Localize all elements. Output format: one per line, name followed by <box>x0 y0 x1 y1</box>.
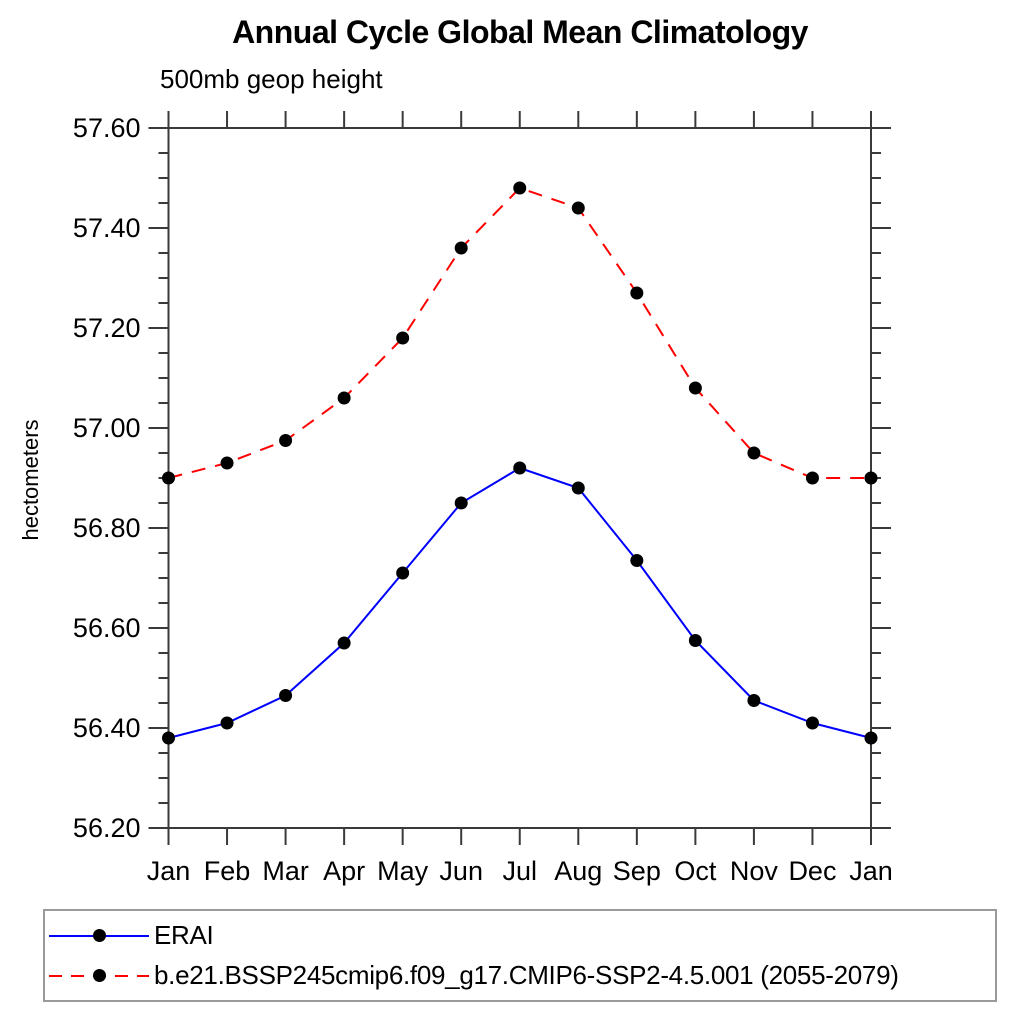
x-tick-label: Jan <box>147 856 191 886</box>
plot-frame <box>167 127 872 829</box>
data-point-marker <box>630 554 644 567</box>
data-point-marker <box>747 446 761 460</box>
data-point-marker <box>805 716 819 730</box>
data-point-marker <box>747 694 761 707</box>
x-tick-label: Jan <box>849 856 893 886</box>
x-tick-label: Feb <box>204 856 251 886</box>
data-point-marker <box>864 471 878 485</box>
axis-tick-labels: 56.20 56.40 56.60 56.80 57.00 57.20 57.40 57.60… <box>73 113 893 886</box>
data-point-marker <box>162 731 175 745</box>
x-tick-label: Nov <box>730 856 779 886</box>
y-tick-label: 56.40 <box>73 713 141 743</box>
legend-label-model: b.e21.BSSP245cmip6.f09_g17.CMIP6-SSP2-4.… <box>154 960 899 990</box>
data-point-marker <box>688 381 702 395</box>
x-tick-label: Oct <box>674 856 717 886</box>
data-point-marker <box>337 636 351 650</box>
data-point-marker <box>220 456 234 470</box>
x-tick-label: Aug <box>554 856 602 886</box>
data-point-marker <box>864 731 878 745</box>
y-tick-label: 56.60 <box>73 613 141 643</box>
x-tick-label: Dec <box>788 856 836 886</box>
legend-item-model: b.e21.BSSP245cmip6.f09_g17.CMIP6-SSP2-4.… <box>49 960 995 991</box>
legend-line-sample-dashed <box>49 968 149 983</box>
data-point-marker <box>279 434 293 447</box>
y-tick-label: 56.80 <box>73 513 141 543</box>
legend-marker-icon <box>92 929 106 942</box>
data-point-marker <box>513 181 527 195</box>
data-point-marker <box>220 716 234 730</box>
series-line-1 <box>168 186 871 479</box>
x-tick-label: Apr <box>323 856 365 886</box>
data-point-marker <box>454 496 468 510</box>
data-point-marker <box>805 471 819 485</box>
y-tick-label: 57.00 <box>73 413 141 443</box>
data-point-marker <box>396 566 410 580</box>
x-tick-label: Jun <box>439 856 483 886</box>
x-tick-label: Mar <box>262 856 309 886</box>
legend: ERAI b.e21.BSSP245cmip6.f09_g17.CMIP6-SS… <box>43 909 997 1002</box>
y-tick-label: 57.60 <box>73 113 141 143</box>
legend-label-erai: ERAI <box>154 920 214 950</box>
data-point-marker <box>337 391 351 405</box>
legend-item-erai: ERAI <box>49 920 995 951</box>
data-point-marker <box>630 286 644 300</box>
chart-subtitle: 500mb geop height <box>160 64 383 94</box>
legend-line-sample-solid <box>49 928 149 943</box>
y-tick-label: 57.20 <box>73 313 141 343</box>
data-point-marker <box>571 481 585 495</box>
data-point-marker <box>571 201 585 215</box>
y-tick-label: 57.40 <box>73 213 141 243</box>
data-point-marker <box>162 471 175 485</box>
data-point-marker <box>454 241 468 255</box>
data-point-marker <box>513 461 527 475</box>
x-tick-label: May <box>377 856 429 886</box>
x-tick-label: Jul <box>502 856 537 886</box>
data-point-marker <box>279 689 293 702</box>
legend-marker-icon <box>92 969 106 982</box>
axis-ticks <box>148 111 891 845</box>
data-point-marker <box>396 331 410 345</box>
series-line-0 <box>168 466 872 739</box>
data-point-marker <box>688 634 702 647</box>
x-tick-label: Sep <box>613 856 661 886</box>
y-tick-label: 56.20 <box>73 813 141 843</box>
chart-title: Annual Cycle Global Mean Climatology <box>232 14 808 50</box>
